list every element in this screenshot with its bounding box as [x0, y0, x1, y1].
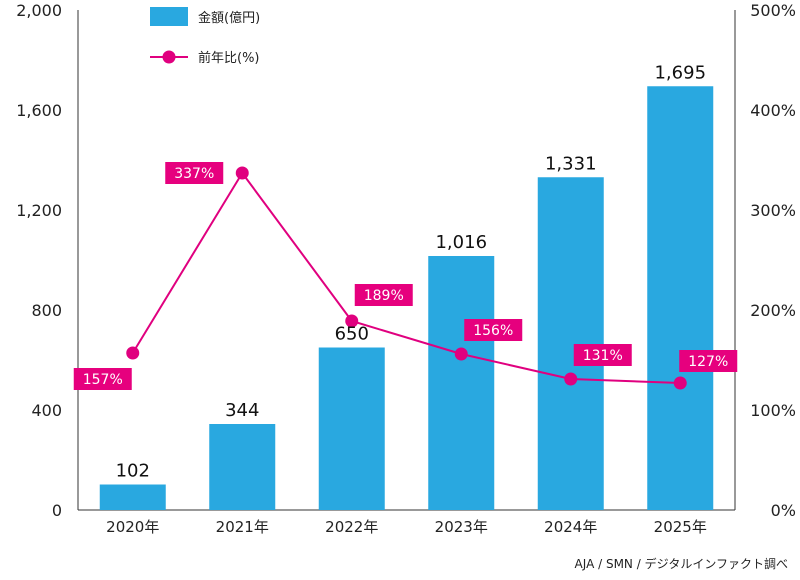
source-note: AJA / SMN / デジタルインファクト調べ — [575, 556, 788, 571]
y-left-tick-label: 2,000 — [16, 1, 62, 20]
legend-bar-label: 金額(億円) — [198, 10, 260, 26]
x-tick-label: 2022年 — [325, 518, 378, 536]
ratio-point — [673, 376, 687, 390]
bar-value-label: 102 — [116, 461, 150, 482]
x-tick-label: 2020年 — [106, 518, 159, 536]
ratio-label-box — [573, 344, 632, 366]
ratio-line — [131, 171, 681, 384]
bar-value-label: 1,695 — [654, 62, 706, 83]
ratio-label: 127% — [688, 354, 728, 370]
bar — [537, 177, 604, 510]
ratio-point — [564, 372, 578, 386]
ratio-point — [235, 166, 249, 180]
y-left-tick-label: 400 — [31, 401, 62, 420]
legend: 金額(億円) 前年比(%) — [150, 7, 260, 66]
ratio-label-box — [73, 368, 132, 390]
y-left-tick-label: 0 — [52, 501, 62, 520]
bar-value-label: 1,331 — [545, 153, 597, 174]
ratio-point — [454, 347, 468, 361]
ratio-label: 131% — [583, 348, 623, 364]
y-left-tick-label: 1,200 — [16, 201, 62, 220]
line — [126, 166, 687, 390]
y-right-tick-label: 500% — [750, 1, 796, 20]
ratio-label-box — [354, 284, 413, 306]
bars — [99, 86, 714, 510]
ratio-label-box — [464, 319, 523, 341]
x-tick-label: 2023年 — [435, 518, 488, 536]
ratio-point — [345, 314, 359, 328]
bar-value-label: 1,016 — [435, 232, 487, 253]
bar-value-label: 344 — [225, 400, 259, 421]
ratio-label-box — [165, 162, 224, 184]
bar — [99, 484, 166, 510]
legend-line-marker — [162, 50, 176, 64]
x-tick-label: 2025年 — [654, 518, 707, 536]
bar — [209, 424, 276, 510]
ratio-point — [126, 346, 140, 360]
y-right-tick-label: 100% — [750, 401, 796, 420]
y-right-tick-label: 400% — [750, 101, 796, 120]
axes: 0 400 800 1,200 1,600 2,000 0% 100% 200% 300% 400%… — [16, 1, 796, 536]
bar-value-label: 650 — [335, 324, 369, 345]
x-tick-label: 2021年 — [216, 518, 269, 536]
legend-line-label: 前年比(%) — [198, 50, 260, 66]
y-right-tick-label: 300% — [750, 201, 796, 220]
ratio-label: 189% — [364, 288, 404, 304]
bar — [647, 86, 714, 510]
y-left-tick-label: 1,600 — [16, 101, 62, 120]
legend-bar-swatch — [150, 7, 188, 26]
ratio-label: 157% — [83, 372, 123, 388]
labels: 102 344 650 1,016 1,331 1,695 157% 337% 189% 156%… — [73, 62, 738, 482]
ratio-label-box — [679, 350, 738, 372]
y-right-tick-label: 200% — [750, 301, 796, 320]
x-tick-label: 2024年 — [544, 518, 597, 536]
y-right-tick-label: 0% — [771, 501, 796, 520]
ratio-label: 156% — [473, 323, 513, 339]
ratio-label: 337% — [174, 166, 214, 182]
bar — [428, 256, 495, 510]
y-left-tick-label: 800 — [31, 301, 62, 320]
bar — [318, 347, 385, 510]
